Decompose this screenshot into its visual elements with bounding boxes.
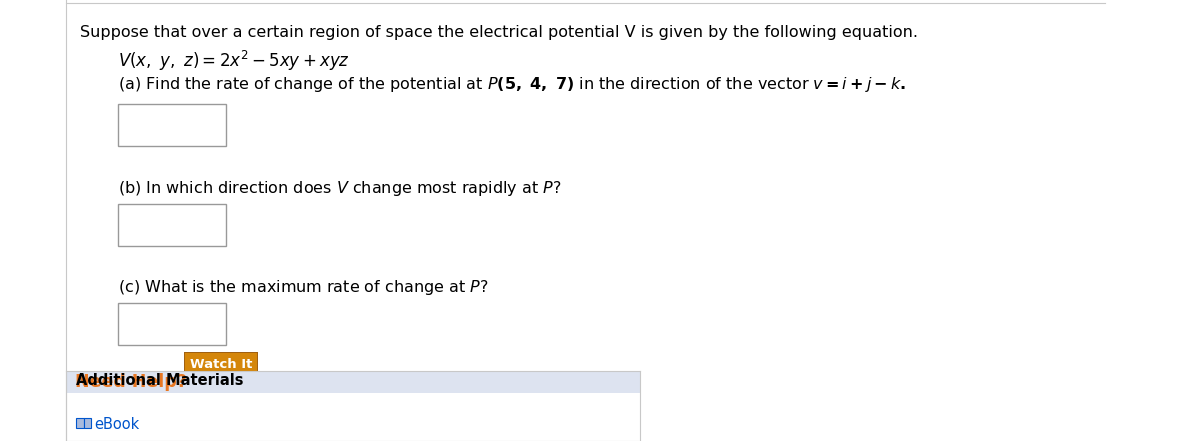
Bar (66, 371, 640, 393)
Bar (185, 353, 257, 375)
Bar (118, 204, 226, 246)
Text: Additional Materials: Additional Materials (76, 373, 244, 388)
Bar (76, 418, 84, 428)
Text: (c) What is the maximum rate of change at $\mathit{P}$?: (c) What is the maximum rate of change a… (118, 278, 488, 297)
Text: Suppose that over a certain region of space the electrical potential V is given : Suppose that over a certain region of sp… (80, 25, 918, 40)
Text: Watch It: Watch It (190, 358, 252, 370)
Bar (118, 104, 226, 146)
Text: eBook: eBook (94, 417, 139, 432)
Bar (184, 352, 258, 376)
Bar (84, 418, 91, 428)
Bar (66, 393, 640, 441)
Text: (a) Find the rate of change of the potential at $\mathit{P}$$\mathbf{(5,\ 4,\ 7): (a) Find the rate of change of the poten… (118, 75, 906, 94)
Bar (118, 303, 226, 345)
Text: Need Help?: Need Help? (74, 373, 187, 391)
Text: (b) In which direction does $\mathit{V}$ change most rapidly at $\mathit{P}$?: (b) In which direction does $\mathit{V}$… (118, 179, 562, 198)
Text: $V(x,\ y,\ z) = 2x^2 - 5xy + xyz$: $V(x,\ y,\ z) = 2x^2 - 5xy + xyz$ (118, 49, 350, 73)
